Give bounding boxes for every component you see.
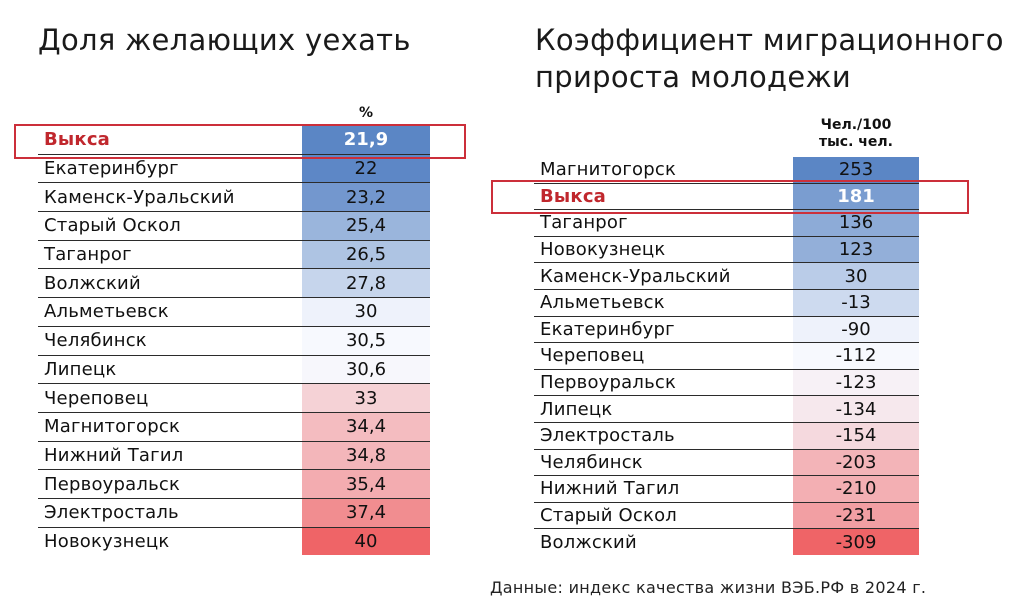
city-name-cell: Магнитогорск xyxy=(38,412,302,442)
value-cell: -13 xyxy=(793,289,919,317)
city-name-cell: Новокузнецк xyxy=(44,530,170,552)
city-name-cell: Старый Оскол xyxy=(534,502,793,530)
value-cell: 25,4 xyxy=(302,211,430,241)
table-row: Первоуральск -123 xyxy=(534,369,919,397)
table-row: Таганрог 26,5 xyxy=(38,240,430,270)
table-row: Магнитогорск 253 xyxy=(534,157,919,184)
city-name-cell: Первоуральск xyxy=(534,369,793,397)
value-cell: 34,4 xyxy=(302,412,430,442)
table-row: Челябинск -203 xyxy=(534,449,919,477)
value-cell: 21,9 xyxy=(302,126,430,155)
table-row: Череповец -112 xyxy=(534,342,919,370)
value-cell: -90 xyxy=(793,316,919,344)
value-cell: -309 xyxy=(793,528,919,555)
value-cell: 30 xyxy=(302,297,430,327)
table-row: Выкса 181 xyxy=(534,183,919,211)
table-row: Нижний Тагил 34,8 xyxy=(38,441,430,471)
value-cell: -210 xyxy=(793,475,919,503)
value-cell: 40 xyxy=(302,527,430,556)
right-unit-line-2: тыс. чел. xyxy=(819,134,893,150)
table-row: Каменск-Уральский 30 xyxy=(534,262,919,290)
value-cell: 37,4 xyxy=(302,498,430,528)
value-cell: 123 xyxy=(793,236,919,264)
table-row: Екатеринбург -90 xyxy=(534,316,919,344)
city-name-cell: Альметьевск xyxy=(534,289,793,317)
city-name-cell: Череповец xyxy=(534,342,793,370)
city-name-cell: Волжский xyxy=(540,531,637,553)
value-cell: 34,8 xyxy=(302,441,430,471)
city-name-cell: Нижний Тагил xyxy=(534,475,793,503)
table-row: Волжский 27,8 xyxy=(38,268,430,299)
city-name-cell: Выкса xyxy=(38,126,302,155)
city-name-cell: Екатеринбург xyxy=(38,154,302,184)
table-row: Челябинск 30,5 xyxy=(38,326,430,356)
city-name-cell: Череповец xyxy=(38,383,302,413)
city-name-cell: Каменск-Уральский xyxy=(38,182,302,213)
right-unit-line-1: Чел./100 xyxy=(820,117,892,133)
table-row: Магнитогорск 34,4 xyxy=(38,412,430,442)
table-row: Первоуральск 35,4 xyxy=(38,469,430,499)
city-name-cell: Липецк xyxy=(38,355,302,385)
city-name-cell: Магнитогорск xyxy=(534,157,793,184)
table-row: Каменск-Уральский 23,2 xyxy=(38,182,430,213)
value-cell: 30,6 xyxy=(302,355,430,385)
city-name-cell: Таганрог xyxy=(38,240,302,270)
value-cell: 181 xyxy=(793,183,919,211)
left-chart-title: Доля желающих уехать xyxy=(38,23,411,57)
city-name-cell: Каменск-Уральский xyxy=(534,262,793,290)
value-cell: 35,4 xyxy=(302,469,430,499)
value-cell: -134 xyxy=(793,395,919,423)
city-name-cell: Старый Оскол xyxy=(38,211,302,241)
table-row: Старый Оскол -231 xyxy=(534,502,919,530)
city-name-cell: Таганрог xyxy=(534,209,793,237)
value-cell: 253 xyxy=(793,157,919,184)
city-name-cell: Альметьевск xyxy=(38,297,302,327)
table-row: Альметьевск -13 xyxy=(534,289,919,317)
city-name-cell: Челябинск xyxy=(38,326,302,356)
city-name-cell: Первоуральск xyxy=(38,469,302,499)
table-row: Таганрог 136 xyxy=(534,209,919,237)
value-cell: -123 xyxy=(793,369,919,397)
value-cell: -154 xyxy=(793,422,919,450)
table-row: Екатеринбург 22 xyxy=(38,154,430,184)
right-ranking-table: Магнитогорск 253 Выкса 181 Таганрог 136 Новоку… xyxy=(534,157,919,555)
right-unit-label: Чел./100 тыс. чел. xyxy=(793,117,919,151)
city-name-cell: Выкса xyxy=(534,183,793,211)
table-row: Старый Оскол 25,4 xyxy=(38,211,430,241)
city-name-cell: Челябинск xyxy=(534,449,793,477)
table-row: Новокузнецк 123 xyxy=(534,236,919,264)
table-row: Выкса 21,9 xyxy=(38,126,430,155)
value-cell: 136 xyxy=(793,209,919,237)
value-cell: -203 xyxy=(793,449,919,477)
value-cell: -231 xyxy=(793,502,919,530)
table-row: Альметьевск 30 xyxy=(38,297,430,327)
city-name-cell: Волжский xyxy=(38,268,302,299)
value-cell: 33 xyxy=(302,383,430,413)
city-name-cell: Липецк xyxy=(534,395,793,423)
table-row: Новокузнецк 40 xyxy=(38,527,430,556)
table-row: Липецк 30,6 xyxy=(38,355,430,385)
value-cell: 30,5 xyxy=(302,326,430,356)
table-row: Череповец 33 xyxy=(38,383,430,413)
left-ranking-table: Выкса 21,9 Екатеринбург 22 Каменск-Уральский… xyxy=(38,126,430,556)
table-row: Липецк -134 xyxy=(534,395,919,423)
value-cell: 23,2 xyxy=(302,182,430,213)
table-row: Электросталь -154 xyxy=(534,422,919,450)
value-cell: 22 xyxy=(302,154,430,184)
city-name-cell: Электросталь xyxy=(534,422,793,450)
value-cell: -112 xyxy=(793,342,919,370)
table-row: Электросталь 37,4 xyxy=(38,498,430,528)
value-cell: 30 xyxy=(793,262,919,290)
city-name-cell: Нижний Тагил xyxy=(38,441,302,471)
city-name-cell: Электросталь xyxy=(38,498,302,528)
table-row: Волжский -309 xyxy=(534,528,919,555)
table-row: Нижний Тагил -210 xyxy=(534,475,919,503)
source-note: Данные: индекс качества жизни ВЭБ.РФ в 2… xyxy=(490,578,927,597)
city-name-cell: Новокузнецк xyxy=(534,236,793,264)
city-name-cell: Екатеринбург xyxy=(534,316,793,344)
value-cell: 27,8 xyxy=(302,268,430,299)
left-unit-label: % xyxy=(358,105,374,121)
value-cell: 26,5 xyxy=(302,240,430,270)
right-chart-title: Коэффициент миграционного прироста молод… xyxy=(535,23,1004,94)
